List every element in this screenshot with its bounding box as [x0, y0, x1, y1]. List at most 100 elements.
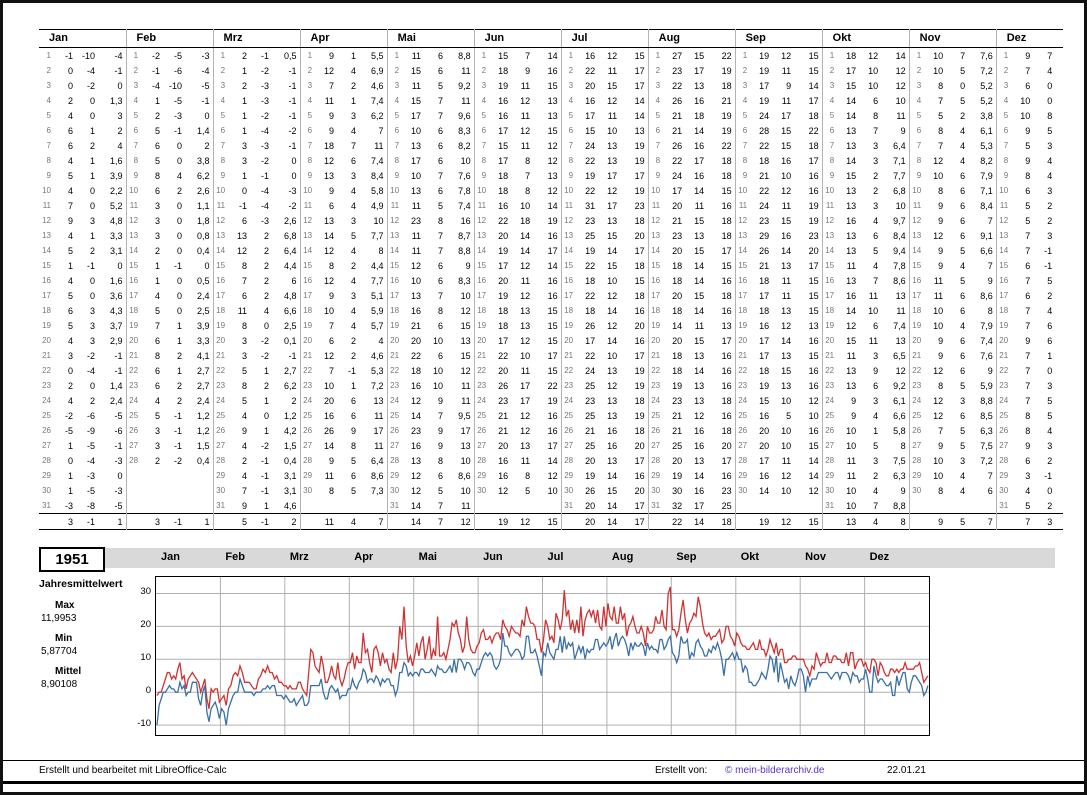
- cell-mean: 19: [721, 65, 732, 76]
- cell-max: 8: [155, 350, 161, 361]
- cell-min: -3: [261, 80, 270, 91]
- cell-day: 27: [299, 438, 316, 453]
- cell-max: 2: [67, 95, 73, 106]
- cell-day: 24: [212, 393, 229, 408]
- cell-mean: 12: [547, 155, 558, 166]
- cell-day: 8: [734, 153, 751, 168]
- cell-min: 1: [873, 425, 879, 436]
- cell-mean: 7,6: [458, 170, 471, 181]
- cell-max: 10: [933, 320, 944, 331]
- cell-max: 23: [672, 65, 683, 76]
- cell-min: 8: [525, 185, 531, 196]
- cell-max: 1: [67, 440, 73, 451]
- y-axis-tick-label: -10: [137, 718, 151, 730]
- cell-mean: 16: [721, 380, 732, 391]
- cell-max: 7: [1025, 245, 1031, 256]
- cell-summary-mean: 1: [185, 513, 214, 530]
- cell-day: 10: [821, 183, 838, 198]
- cell-day: 27: [908, 438, 925, 453]
- cell-min: 3: [351, 215, 357, 226]
- cell-day: 14: [821, 243, 838, 258]
- cell-mean: [968, 498, 996, 514]
- cell-day: 10: [125, 183, 142, 198]
- cell-mean: 8,2: [458, 140, 471, 151]
- cell-mean: 18: [808, 140, 819, 151]
- cell-mean: 16: [808, 365, 819, 376]
- cell-min: 4: [177, 170, 183, 181]
- cell-min: 2: [264, 290, 270, 301]
- cell-min: 12: [607, 95, 618, 106]
- cell-mean: 7,4: [371, 95, 384, 106]
- cell-day: 2: [386, 63, 403, 78]
- cell-max: 23: [585, 395, 596, 406]
- cell-mean: [185, 468, 213, 483]
- cell-mean: 19: [634, 410, 645, 421]
- cell-day: 13: [995, 228, 1012, 243]
- cell-max: 21: [498, 410, 509, 421]
- cell-mean: 2: [117, 125, 123, 136]
- cell-day: 13: [212, 228, 229, 243]
- cell-min: 0: [1047, 80, 1053, 91]
- cell-mean: 16: [808, 170, 819, 181]
- cell-mean: 2,7: [284, 365, 297, 376]
- cell-min: 12: [520, 95, 531, 106]
- cell-min: 4: [873, 485, 879, 496]
- cell-day: 9: [995, 168, 1012, 183]
- cell-min: 15: [607, 230, 618, 241]
- cell-max: 6: [67, 125, 73, 136]
- cell-max: 11: [411, 200, 422, 211]
- cell-min: -9: [86, 425, 95, 436]
- cell-min: 6: [960, 365, 966, 376]
- cell-mean: [1055, 363, 1063, 378]
- cell-min: 2: [873, 170, 879, 181]
- cell-summary-mean: 8: [881, 513, 910, 530]
- cell-min: 3: [89, 320, 95, 331]
- cell-max: 9: [329, 455, 335, 466]
- cell-max: 20: [324, 395, 335, 406]
- cell-day: 23: [299, 378, 316, 393]
- cell-min: 2: [177, 350, 183, 361]
- cell-min: 0: [177, 155, 183, 166]
- cell-max: 13: [324, 215, 335, 226]
- cell-day: 22: [995, 363, 1012, 378]
- cell-mean: 5,3: [980, 140, 993, 151]
- cell-mean: 16: [808, 185, 819, 196]
- cell-min: 3: [873, 455, 879, 466]
- cell-day: 22: [734, 363, 751, 378]
- cell-max: 19: [585, 170, 596, 181]
- cell-max: 12: [933, 155, 944, 166]
- chart-month-label-jul: Jul: [547, 551, 564, 563]
- cell-max: 19: [672, 470, 683, 481]
- cell-max: 22: [498, 350, 509, 361]
- cell-min: 5: [1047, 395, 1053, 406]
- cell-max: 20: [411, 335, 422, 346]
- cell-mean: 11: [896, 110, 906, 121]
- cell-mean: [359, 498, 387, 514]
- cell-day: 7: [908, 138, 925, 153]
- cell-summary-min: 12: [511, 513, 534, 530]
- cell-max: 7: [1025, 365, 1031, 376]
- cell-day: 2: [647, 63, 664, 78]
- cell-day: 30: [908, 483, 925, 498]
- cell-mean: 8,4: [980, 200, 993, 211]
- cell-max: 6: [329, 335, 335, 346]
- cell-max: 7: [1025, 395, 1031, 406]
- cell-max: 12: [933, 230, 944, 241]
- cell-day: 19: [212, 318, 229, 333]
- cell-min: 2: [351, 335, 357, 346]
- cell-max: 4: [67, 335, 73, 346]
- cell-mean: 15: [547, 365, 558, 376]
- cell-day: 9: [734, 168, 751, 183]
- cell-day: 11: [821, 198, 838, 213]
- cell-mean: 0: [117, 80, 123, 91]
- footer-credit-link[interactable]: © mein-bilderarchiv.de: [725, 765, 825, 776]
- cell-day: 29: [821, 468, 838, 483]
- cell-mean: 19: [808, 215, 819, 226]
- cell-min: 2: [89, 140, 95, 151]
- cell-min: 2: [1047, 200, 1053, 211]
- cell-day: 1: [908, 47, 925, 63]
- cell-day: 23: [473, 378, 490, 393]
- cell-max: -2: [64, 410, 73, 421]
- cell-mean: 12: [547, 470, 558, 481]
- cell-max: 11: [933, 290, 944, 301]
